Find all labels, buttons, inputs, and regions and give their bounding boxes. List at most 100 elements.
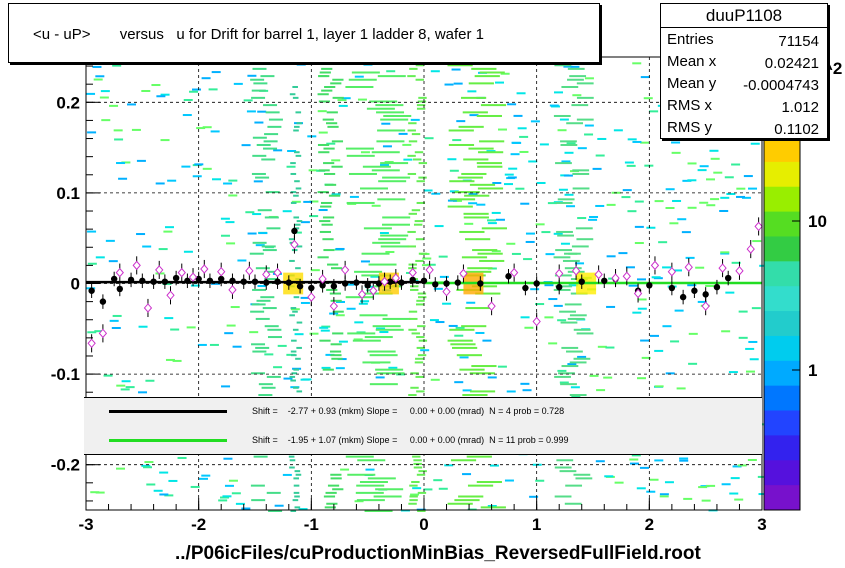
density-band bbox=[293, 386, 299, 389]
density-band bbox=[264, 133, 279, 136]
data-point-diamond bbox=[594, 269, 603, 280]
density-bin bbox=[475, 331, 485, 334]
density-band bbox=[569, 314, 587, 317]
density-bin bbox=[100, 90, 110, 93]
density-band bbox=[330, 299, 342, 302]
density-bin bbox=[197, 343, 207, 346]
density-bin bbox=[497, 128, 507, 131]
density-bin bbox=[452, 199, 462, 202]
density-bin bbox=[705, 284, 715, 287]
data-point-diamond bbox=[98, 328, 108, 339]
density-band bbox=[257, 209, 272, 212]
data-point-diamond bbox=[754, 221, 763, 232]
density-band bbox=[378, 180, 407, 183]
density-bin bbox=[743, 175, 753, 178]
density-band bbox=[554, 466, 572, 469]
density-band bbox=[411, 481, 420, 484]
density-band bbox=[319, 71, 331, 74]
density-bin bbox=[354, 75, 364, 78]
density-band bbox=[555, 285, 573, 288]
density-bin bbox=[257, 285, 267, 288]
stats-row: Entries 71154 bbox=[661, 28, 827, 50]
density-bin bbox=[202, 126, 212, 129]
density-bin bbox=[634, 242, 644, 245]
density-band bbox=[296, 245, 303, 248]
density-band bbox=[378, 238, 407, 241]
density-band bbox=[250, 484, 265, 487]
density-band bbox=[256, 143, 271, 146]
density-bin bbox=[517, 127, 527, 130]
data-point bbox=[184, 277, 191, 284]
data-point bbox=[702, 291, 709, 298]
density-band bbox=[407, 245, 417, 248]
density-bin bbox=[294, 333, 304, 336]
density-bin bbox=[112, 64, 122, 67]
density-bin bbox=[380, 164, 390, 167]
density-bin bbox=[172, 359, 182, 362]
density-bin bbox=[321, 366, 331, 369]
density-bin bbox=[570, 65, 580, 68]
density-band bbox=[458, 495, 484, 498]
density-bin bbox=[226, 324, 236, 327]
density-bin bbox=[525, 232, 535, 235]
density-band bbox=[351, 71, 380, 74]
density-band bbox=[458, 125, 484, 128]
density-band bbox=[253, 82, 268, 85]
density-bin bbox=[254, 121, 264, 124]
density-bin bbox=[530, 288, 540, 291]
density-band bbox=[268, 510, 283, 512]
density-band bbox=[416, 346, 426, 349]
density-bin bbox=[674, 309, 684, 312]
density-bin bbox=[577, 355, 587, 358]
density-band bbox=[326, 111, 338, 114]
density-band bbox=[345, 85, 374, 88]
density-bin bbox=[530, 120, 540, 123]
density-bin bbox=[687, 179, 697, 182]
density-band bbox=[477, 165, 503, 168]
density-bin bbox=[568, 284, 578, 287]
density-band bbox=[293, 491, 300, 494]
density-bin bbox=[738, 336, 748, 339]
density-band bbox=[447, 502, 473, 505]
colorbar-segment bbox=[764, 261, 800, 287]
density-band bbox=[292, 328, 299, 331]
density-band bbox=[448, 143, 475, 146]
density-bin bbox=[462, 389, 472, 392]
density-band bbox=[480, 506, 506, 509]
density-bin bbox=[402, 143, 412, 146]
density-bin bbox=[592, 167, 602, 170]
density-bin bbox=[720, 196, 730, 199]
density-band bbox=[408, 502, 417, 505]
data-point-diamond bbox=[228, 285, 237, 295]
density-band bbox=[565, 484, 583, 487]
density-bin bbox=[108, 260, 118, 263]
density-band bbox=[418, 96, 427, 99]
density-bin bbox=[302, 378, 312, 381]
density-bin bbox=[370, 275, 380, 278]
density-band bbox=[417, 292, 427, 295]
density-band bbox=[330, 343, 342, 346]
density-bin bbox=[710, 157, 720, 160]
data-point-diamond bbox=[217, 266, 226, 277]
density-bin bbox=[626, 164, 636, 167]
density-band bbox=[296, 321, 303, 324]
density-bin bbox=[522, 389, 532, 392]
density-bin bbox=[164, 226, 174, 229]
density-bin bbox=[249, 331, 259, 334]
density-bin bbox=[545, 253, 555, 256]
density-band bbox=[461, 325, 487, 328]
density-bin bbox=[454, 334, 464, 337]
data-point-diamond bbox=[166, 290, 175, 301]
density-band bbox=[480, 104, 507, 107]
data-point bbox=[291, 227, 298, 235]
data-point bbox=[691, 287, 698, 294]
density-band bbox=[418, 470, 427, 473]
data-point-diamond bbox=[318, 274, 327, 284]
density-bin bbox=[557, 369, 567, 372]
density-band bbox=[323, 162, 335, 165]
density-band bbox=[293, 194, 299, 197]
density-bin bbox=[221, 385, 231, 388]
density-band bbox=[468, 147, 494, 150]
density-band bbox=[293, 484, 300, 487]
density-band bbox=[561, 365, 579, 368]
